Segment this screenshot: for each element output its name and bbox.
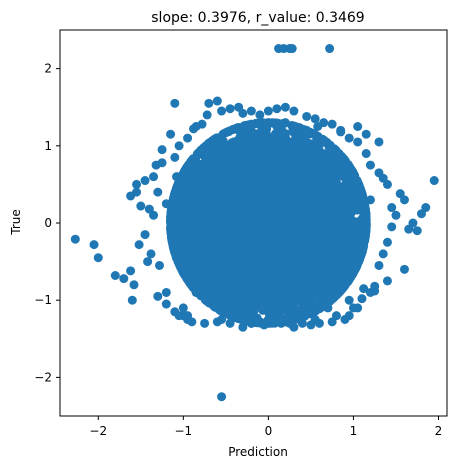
points-layer (70, 44, 439, 402)
chart-title: slope: 0.3976, r_value: 0.3469 (151, 10, 364, 26)
